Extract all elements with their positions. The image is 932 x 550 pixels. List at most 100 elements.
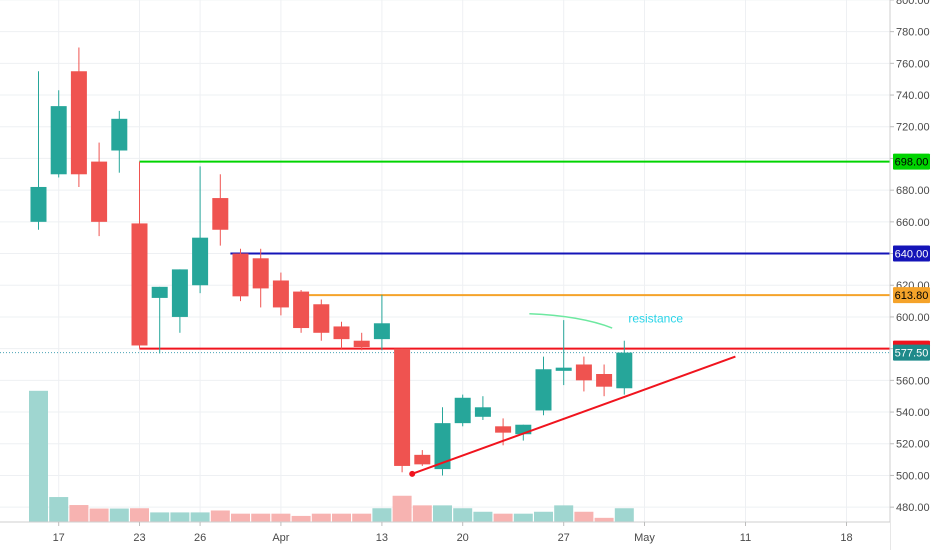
candle[interactable] (70, 47, 87, 187)
volume-bar (190, 512, 210, 522)
x-tick-label: 13 (376, 532, 388, 544)
candle-body (575, 364, 592, 381)
volume-bar (412, 505, 432, 522)
x-tick-label: 27 (558, 532, 570, 544)
candle-body (131, 223, 148, 346)
candle[interactable] (232, 248, 249, 302)
candle[interactable] (293, 289, 310, 333)
green-level-tag-text: 698.00 (895, 157, 929, 169)
volume-bar (513, 513, 533, 522)
y-tick-label: 480.00 (896, 502, 930, 514)
y-tick-label: 660.00 (896, 217, 930, 229)
candle-body (535, 369, 552, 411)
candle-body (313, 304, 330, 333)
candle[interactable] (414, 450, 431, 466)
candle[interactable] (555, 320, 572, 386)
y-tick-label: 780.00 (896, 27, 930, 39)
x-tick-label: 17 (53, 532, 65, 544)
candle-body (333, 326, 350, 340)
orange-level-tag-text: 613.80 (895, 290, 929, 302)
candle[interactable] (30, 71, 47, 230)
candle[interactable] (616, 340, 633, 395)
green-level-tag (893, 153, 930, 170)
y-tick-label: 560.00 (896, 375, 930, 387)
candle[interactable] (333, 321, 350, 349)
candle-body (232, 253, 249, 297)
candle[interactable] (272, 272, 289, 316)
candle-body (70, 71, 87, 175)
candle-body (91, 161, 108, 222)
volume-bar (594, 517, 614, 522)
volume-bar (29, 390, 48, 522)
candle-body (555, 367, 572, 371)
candle[interactable] (373, 294, 390, 351)
volume-bar (332, 513, 351, 522)
y-tick-label: 680.00 (896, 185, 930, 197)
x-tick-label: 20 (457, 532, 469, 544)
candle-body (434, 423, 451, 470)
candle[interactable] (91, 142, 108, 237)
candle[interactable] (454, 394, 471, 427)
candle[interactable] (212, 174, 229, 246)
candle[interactable] (596, 364, 613, 397)
candle[interactable] (474, 396, 491, 420)
candle-body (151, 286, 168, 298)
trendline-anchor[interactable] (409, 470, 416, 477)
support-trendline[interactable] (411, 355, 736, 475)
candle-body (474, 407, 491, 417)
candle[interactable] (131, 161, 148, 349)
volume-bar (433, 505, 452, 522)
candle-body (171, 269, 188, 317)
x-tick-label: Apr (272, 532, 289, 544)
candle[interactable] (353, 332, 370, 351)
candle[interactable] (50, 90, 67, 178)
volume-bar (271, 513, 291, 522)
y-tick-label: 520.00 (896, 439, 930, 451)
candle-body (414, 454, 431, 465)
volume-bar (89, 508, 109, 522)
candle[interactable] (313, 299, 330, 341)
candle-body (192, 237, 209, 286)
x-tick-label: May (634, 532, 655, 544)
candle[interactable] (394, 348, 411, 473)
price-axis[interactable]: 480.00500.00520.00540.00560.00580.00600.… (889, 0, 932, 550)
resistance-curve[interactable] (529, 313, 613, 329)
candle-body (515, 424, 532, 435)
volume-bar (251, 513, 271, 522)
volume-bar (493, 513, 513, 522)
blue-level-tag-text: 640.00 (895, 249, 929, 261)
candle[interactable] (111, 110, 128, 173)
candle-body (394, 348, 411, 466)
current-price-tag (893, 344, 930, 361)
candle-body (454, 397, 471, 424)
candle[interactable] (192, 166, 209, 294)
candle[interactable] (252, 248, 269, 308)
candle[interactable] (151, 286, 168, 354)
volume-bar (352, 513, 372, 522)
y-tick-label: 540.00 (896, 407, 930, 419)
candle-body (495, 426, 512, 433)
time-axis[interactable]: 17 23 26 Apr 13 20 27 May 11 18 (0, 521, 890, 550)
candle-body (50, 106, 67, 175)
volume-bar (49, 497, 69, 522)
volume-bars (29, 390, 634, 522)
candle[interactable] (171, 269, 188, 333)
volume-bar (614, 508, 634, 522)
x-tick-label: 11 (740, 532, 751, 544)
candle-body (30, 186, 47, 222)
candle[interactable] (434, 407, 451, 476)
candle[interactable] (575, 356, 592, 392)
candle-body (252, 258, 269, 289)
level-lines (0, 160, 890, 354)
y-tick-label: 740.00 (896, 90, 930, 102)
volume-bar (170, 512, 190, 522)
volume-bar (574, 511, 594, 522)
x-tick-label: 26 (194, 532, 206, 544)
volume-bar (372, 508, 392, 522)
candle[interactable] (535, 356, 552, 416)
candles[interactable] (30, 47, 633, 476)
volume-bar (453, 508, 473, 522)
drawings[interactable]: resistance (409, 312, 736, 477)
